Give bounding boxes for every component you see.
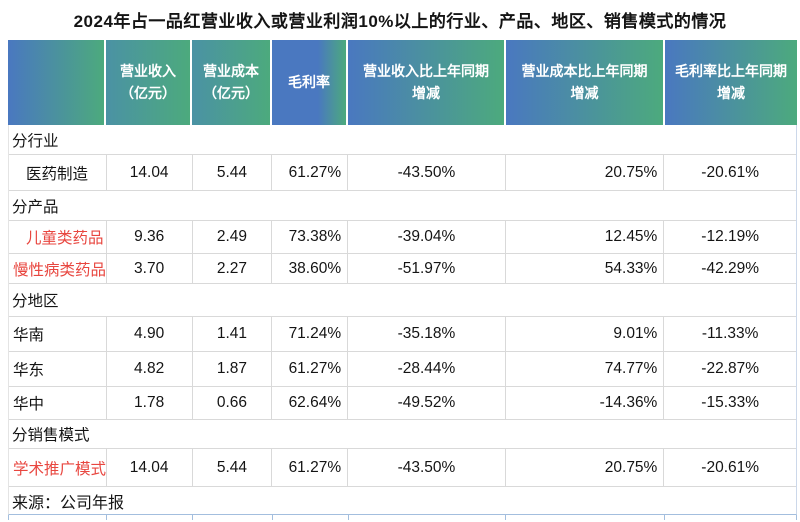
table-row: 儿童类药品 9.36 2.49 73.38% -39.04% 12.45% -12.19% bbox=[9, 221, 796, 254]
row-label: 儿童类药品 bbox=[9, 221, 107, 253]
table-header-row: 营业收入 （亿元） 营业成本 （亿元） 毛利率 营业收入比上年同期 增减 营业成本比上年… bbox=[8, 40, 797, 125]
cell-operating-cost: 5.44 bbox=[193, 449, 273, 486]
cell-operating-cost: 1.87 bbox=[193, 352, 273, 386]
source-note: 来源：公司年报 bbox=[12, 494, 125, 512]
cell-revenue-yoy-change: -51.97% bbox=[348, 254, 506, 283]
partial-next-row bbox=[8, 515, 797, 520]
row-label: 学术推广模式 bbox=[9, 449, 107, 486]
table-row: 学术推广模式 14.04 5.44 61.27% -43.50% 20.75% -20.61… bbox=[9, 449, 796, 487]
cell-operating-cost: 1.41 bbox=[193, 317, 273, 351]
cell-margin-yoy-change: -22.87% bbox=[701, 360, 760, 377]
table-row: 医药制造 14.04 5.44 61.27% -43.50% 20.75% -20.61% bbox=[9, 155, 796, 191]
table-row: 华东 4.82 1.87 61.27% -28.44% 74.77% -22.87% bbox=[9, 352, 796, 387]
financial-table: 营业收入 （亿元） 营业成本 （亿元） 毛利率 营业收入比上年同期 增减 营业成本比上年… bbox=[8, 40, 797, 520]
cell-cost-yoy-change: 9.01% bbox=[506, 317, 665, 351]
cell-margin-yoy-change: -11.33% bbox=[701, 325, 759, 342]
cell-margin-yoy-change: -12.19% bbox=[701, 228, 760, 245]
cell-revenue-yoy-change: -43.50% bbox=[348, 155, 506, 190]
section-row: 分行业 bbox=[9, 125, 796, 155]
cell-operating-cost: 5.44 bbox=[193, 155, 273, 190]
cell-revenue: 1.78 bbox=[107, 387, 193, 419]
section-label: 分行业 bbox=[12, 132, 59, 150]
cell-gross-margin: 62.64% bbox=[272, 387, 349, 419]
source-note-row: 来源：公司年报 bbox=[8, 487, 797, 515]
page-title: 2024年占一品红营业收入或营业利润10%以上的行业、产品、地区、销售模式的情况 bbox=[73, 12, 727, 31]
cell-operating-cost: 0.66 bbox=[193, 387, 273, 419]
cell-gross-margin: 61.27% bbox=[272, 155, 349, 190]
section-row: 分销售模式 bbox=[9, 420, 796, 449]
cell-gross-margin: 61.27% bbox=[272, 449, 349, 486]
table-row: 华中 1.78 0.66 62.64% -49.52% -14.36% -15.33% bbox=[9, 387, 796, 420]
header-operating-cost: 营业成本 （亿元） bbox=[192, 40, 272, 125]
cell-gross-margin: 71.24% bbox=[272, 317, 349, 351]
cell-gross-margin: 73.38% bbox=[272, 221, 349, 253]
table-row: 华南 4.90 1.41 71.24% -35.18% 9.01% -11.33% bbox=[9, 317, 796, 352]
section-label: 分销售模式 bbox=[12, 427, 90, 444]
header-revenue-yoy-change: 营业收入比上年同期 增减 bbox=[348, 40, 506, 125]
header-cost-yoy-change: 营业成本比上年同期 增减 bbox=[506, 40, 665, 125]
cell-revenue-yoy-change: -39.04% bbox=[348, 221, 506, 253]
clipped-cell bbox=[349, 515, 507, 520]
section-row: 分产品 bbox=[9, 191, 796, 221]
row-label: 华南 bbox=[9, 317, 107, 351]
clipped-cell bbox=[107, 515, 193, 520]
row-label: 华中 bbox=[9, 387, 107, 419]
cell-revenue: 9.36 bbox=[107, 221, 193, 253]
cell-revenue: 4.90 bbox=[107, 317, 193, 351]
cell-revenue: 3.70 bbox=[107, 254, 193, 283]
cell-margin-yoy-change: -42.29% bbox=[701, 259, 760, 277]
header-revenue: 营业收入 （亿元） bbox=[106, 40, 192, 125]
header-margin-yoy-change: 毛利率比上年同期 增减 bbox=[665, 40, 797, 125]
cell-margin-yoy-change: -20.61% bbox=[701, 163, 760, 181]
cell-cost-yoy-change: -14.36% bbox=[506, 387, 665, 419]
table-body: 分行业 医药制造 14.04 5.44 61.27% -43.50% 20.75% -20.6… bbox=[8, 125, 797, 487]
cell-revenue-yoy-change: -35.18% bbox=[348, 317, 506, 351]
header-gross-margin: 毛利率 bbox=[272, 40, 348, 125]
header-row-label bbox=[8, 40, 106, 125]
cell-gross-margin: 38.60% bbox=[272, 254, 349, 283]
cell-cost-yoy-change: 20.75% bbox=[506, 449, 665, 486]
cell-revenue: 14.04 bbox=[107, 155, 193, 190]
row-label: 医药制造 bbox=[9, 155, 107, 190]
cell-cost-yoy-change: 74.77% bbox=[506, 352, 665, 386]
clipped-cell bbox=[665, 515, 797, 520]
cell-margin-yoy-change: -20.61% bbox=[701, 458, 760, 476]
section-label: 分地区 bbox=[12, 293, 59, 310]
cell-gross-margin: 61.27% bbox=[272, 352, 349, 386]
section-label: 分产品 bbox=[12, 198, 59, 216]
cell-revenue: 4.82 bbox=[107, 352, 193, 386]
section-row: 分地区 bbox=[9, 284, 796, 317]
cell-cost-yoy-change: 54.33% bbox=[506, 254, 665, 283]
clipped-cell bbox=[273, 515, 349, 520]
cell-cost-yoy-change: 12.45% bbox=[506, 221, 665, 253]
cell-operating-cost: 2.49 bbox=[193, 221, 273, 253]
clipped-cell bbox=[193, 515, 273, 520]
cell-margin-yoy-change: -15.33% bbox=[701, 394, 760, 411]
row-label: 华东 bbox=[9, 352, 107, 386]
cell-revenue-yoy-change: -49.52% bbox=[348, 387, 506, 419]
cell-revenue-yoy-change: -43.50% bbox=[348, 449, 506, 486]
cell-cost-yoy-change: 20.75% bbox=[506, 155, 665, 190]
cell-revenue: 14.04 bbox=[107, 449, 193, 486]
clipped-cell bbox=[506, 515, 666, 520]
cell-operating-cost: 2.27 bbox=[193, 254, 273, 283]
clipped-cell bbox=[9, 515, 107, 520]
cell-revenue-yoy-change: -28.44% bbox=[348, 352, 506, 386]
row-label: 慢性病类药品 bbox=[9, 254, 107, 283]
table-row: 慢性病类药品 3.70 2.27 38.60% -51.97% 54.33% -42.29% bbox=[9, 254, 796, 284]
